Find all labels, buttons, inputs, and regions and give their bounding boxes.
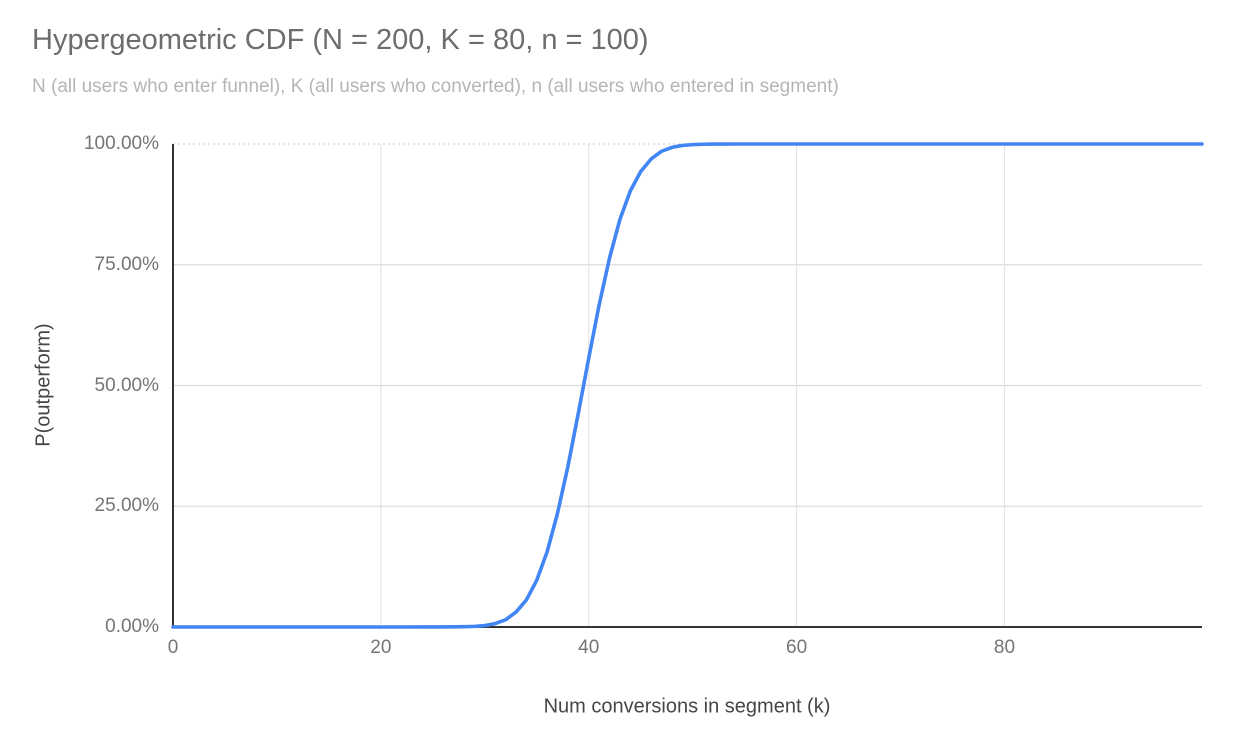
chart-title: Hypergeometric CDF (N = 200, K = 80, n =…	[32, 24, 649, 56]
x-tick-label: 80	[993, 637, 1016, 658]
x-tick-label: 60	[786, 637, 808, 658]
cdf-line-chart	[171, 142, 1204, 629]
series-line-p-outperform-	[171, 142, 1204, 629]
x-axis-title: Num conversions in segment (k)	[543, 695, 831, 718]
y-tick-label: 0.00%	[105, 616, 159, 637]
chart-subtitle: N (all users who enter funnel), K (all u…	[32, 76, 839, 97]
plot-area	[171, 142, 1204, 629]
x-tick-label: 40	[578, 637, 600, 658]
y-tick-label: 25.00%	[94, 495, 159, 517]
x-tick-label: 20	[370, 637, 392, 658]
y-tick-label: 75.00%	[94, 253, 159, 275]
y-tick-label: 100.00%	[83, 133, 159, 154]
y-tick-label: 50.00%	[94, 374, 159, 396]
x-tick-label: 0	[167, 637, 179, 658]
